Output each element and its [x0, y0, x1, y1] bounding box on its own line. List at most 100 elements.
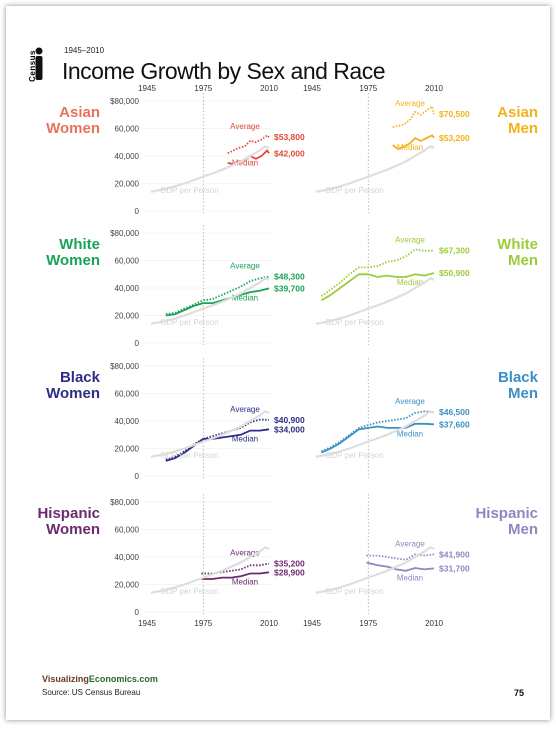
hispanic-women-ytick-label: 0 [135, 608, 140, 617]
asian-women-title-line2: Women [46, 120, 100, 137]
black-men-gdp-label: GDP per Person [325, 451, 384, 460]
brand-part-2: Economics.com [88, 674, 158, 684]
white-women-median-name: Median [232, 293, 258, 302]
black-women-title-line1: Black [60, 369, 101, 386]
white-women-title-line1: White [59, 236, 100, 253]
white-women-median-value: $39,700 [274, 283, 305, 293]
page-number: 75 [513, 688, 524, 698]
hispanic-women-average-name: Average [230, 549, 260, 558]
white-men-average-value: $67,300 [439, 245, 470, 255]
white-women-average-value: $48,300 [274, 272, 305, 282]
white-women-gdp-label: GDP per Person [160, 318, 219, 327]
white-women-ytick-label: 60,000 [115, 257, 140, 266]
brand-part-1: Visualizing [42, 674, 89, 684]
black-women-average-line [165, 418, 270, 461]
white-women-average-name: Average [230, 262, 260, 271]
hispanic-women-median-value: $28,900 [274, 567, 305, 577]
black-men-title-line2: Men [508, 385, 538, 402]
black-women-ytick-label: 60,000 [115, 390, 140, 399]
asian-men-median-line [392, 134, 435, 151]
hispanic-men-median-line [366, 561, 435, 572]
asian-women-ytick-label: $80,000 [110, 97, 139, 106]
hispanic-women-ytick-label: $80,000 [110, 498, 139, 507]
white-women-title-line2: Women [46, 252, 100, 269]
asian-men-xtick-label: 2010 [425, 84, 443, 93]
white-women-ytick-label: 20,000 [115, 312, 140, 321]
hispanic-women-gdp-line [150, 546, 270, 594]
white-men-gdp-line [315, 277, 435, 325]
black-women-ytick-label: 40,000 [115, 417, 140, 426]
brand-link[interactable]: VisualizingEconomics.com [42, 674, 158, 684]
white-men-median-name: Median [397, 278, 423, 287]
hispanic-men-average-value: $41,900 [439, 549, 470, 559]
asian-men-title-line2: Men [508, 120, 538, 137]
hispanic-women-ytick-label: 60,000 [115, 526, 140, 535]
asian-women-xtick-label: 1975 [194, 84, 212, 93]
asian-women-ytick-label: 20,000 [115, 180, 140, 189]
white-women-ytick-label: 40,000 [115, 284, 140, 293]
white-men-median-value: $50,900 [439, 268, 470, 278]
hispanic-women-ytick-label: 20,000 [115, 581, 140, 590]
asian-men-xtick-label: 1945 [303, 84, 321, 93]
black-women-ytick-label: 0 [135, 472, 140, 481]
asian-women-average-line [227, 134, 270, 155]
asian-women-average-name: Average [230, 122, 260, 131]
hispanic-women-title-line2: Women [46, 521, 100, 538]
white-men-title-line2: Men [508, 252, 538, 269]
asian-men-gdp-line [315, 145, 435, 193]
white-women-ytick-label: $80,000 [110, 229, 139, 238]
hispanic-men-average-name: Average [395, 539, 425, 548]
white-men-title-line1: White [497, 236, 538, 253]
hispanic-men-xtick-label: 2010 [425, 619, 443, 628]
black-women-average-value: $40,900 [274, 415, 305, 425]
page: Census 1945–2010 Income Growth by Sex an… [6, 6, 550, 720]
hispanic-men-title-line1: Hispanic [475, 505, 538, 522]
black-men-median-value: $37,600 [439, 419, 470, 429]
hispanic-women-xtick-label: 1945 [138, 619, 156, 628]
white-men-average-line [320, 248, 435, 298]
black-men-average-value: $46,500 [439, 407, 470, 417]
asian-women-ytick-label: 40,000 [115, 152, 140, 161]
asian-men-median-name: Median [397, 143, 423, 152]
asian-women-xtick-label: 1945 [138, 84, 156, 93]
year-range: 1945–2010 [64, 46, 105, 55]
hispanic-men-title-line2: Men [508, 521, 538, 538]
source-note: Source: US Census Bureau [42, 688, 141, 697]
hispanic-men-median-name: Median [397, 573, 423, 582]
hispanic-men-median-value: $31,700 [439, 563, 470, 573]
hispanic-women-ytick-label: 40,000 [115, 553, 140, 562]
asian-women-xtick-label: 2010 [260, 84, 278, 93]
hispanic-men-xtick-label: 1945 [303, 619, 321, 628]
person-icon [30, 47, 46, 86]
asian-women-median-value: $42,000 [274, 148, 305, 158]
white-men-gdp-label: GDP per Person [325, 318, 384, 327]
black-women-ytick-label: 20,000 [115, 445, 140, 454]
white-men-median-line [320, 272, 435, 302]
black-men-median-name: Median [397, 429, 423, 438]
hispanic-women-average-value: $35,200 [274, 559, 305, 569]
black-women-average-name: Average [230, 405, 260, 414]
black-men-average-line [321, 410, 435, 453]
page-title: Income Growth by Sex and Race [62, 58, 386, 84]
black-women-title-line2: Women [46, 385, 100, 402]
hispanic-men-xtick-label: 1975 [359, 619, 377, 628]
hispanic-men-gdp-line [315, 546, 435, 594]
hispanic-women-title-line1: Hispanic [37, 505, 100, 522]
white-women-ytick-label: 0 [135, 339, 140, 348]
asian-men-average-name: Average [395, 99, 425, 108]
hispanic-women-median-name: Median [232, 577, 258, 586]
asian-women-median-name: Median [232, 158, 258, 167]
hispanic-women-xtick-label: 2010 [260, 619, 278, 628]
asian-men-average-line [392, 104, 435, 128]
asian-men-median-value: $53,200 [439, 133, 470, 143]
white-women-median-line [165, 287, 270, 317]
white-women-gdp-line [150, 277, 270, 325]
asian-women-title-line1: Asian [59, 104, 100, 121]
asian-women-gdp-label: GDP per Person [160, 186, 219, 195]
black-women-median-name: Median [232, 434, 258, 443]
asian-men-xtick-label: 1975 [359, 84, 377, 93]
black-men-average-name: Average [395, 397, 425, 406]
asian-men-title-line1: Asian [497, 104, 538, 121]
asian-women-gdp-line [150, 145, 270, 193]
